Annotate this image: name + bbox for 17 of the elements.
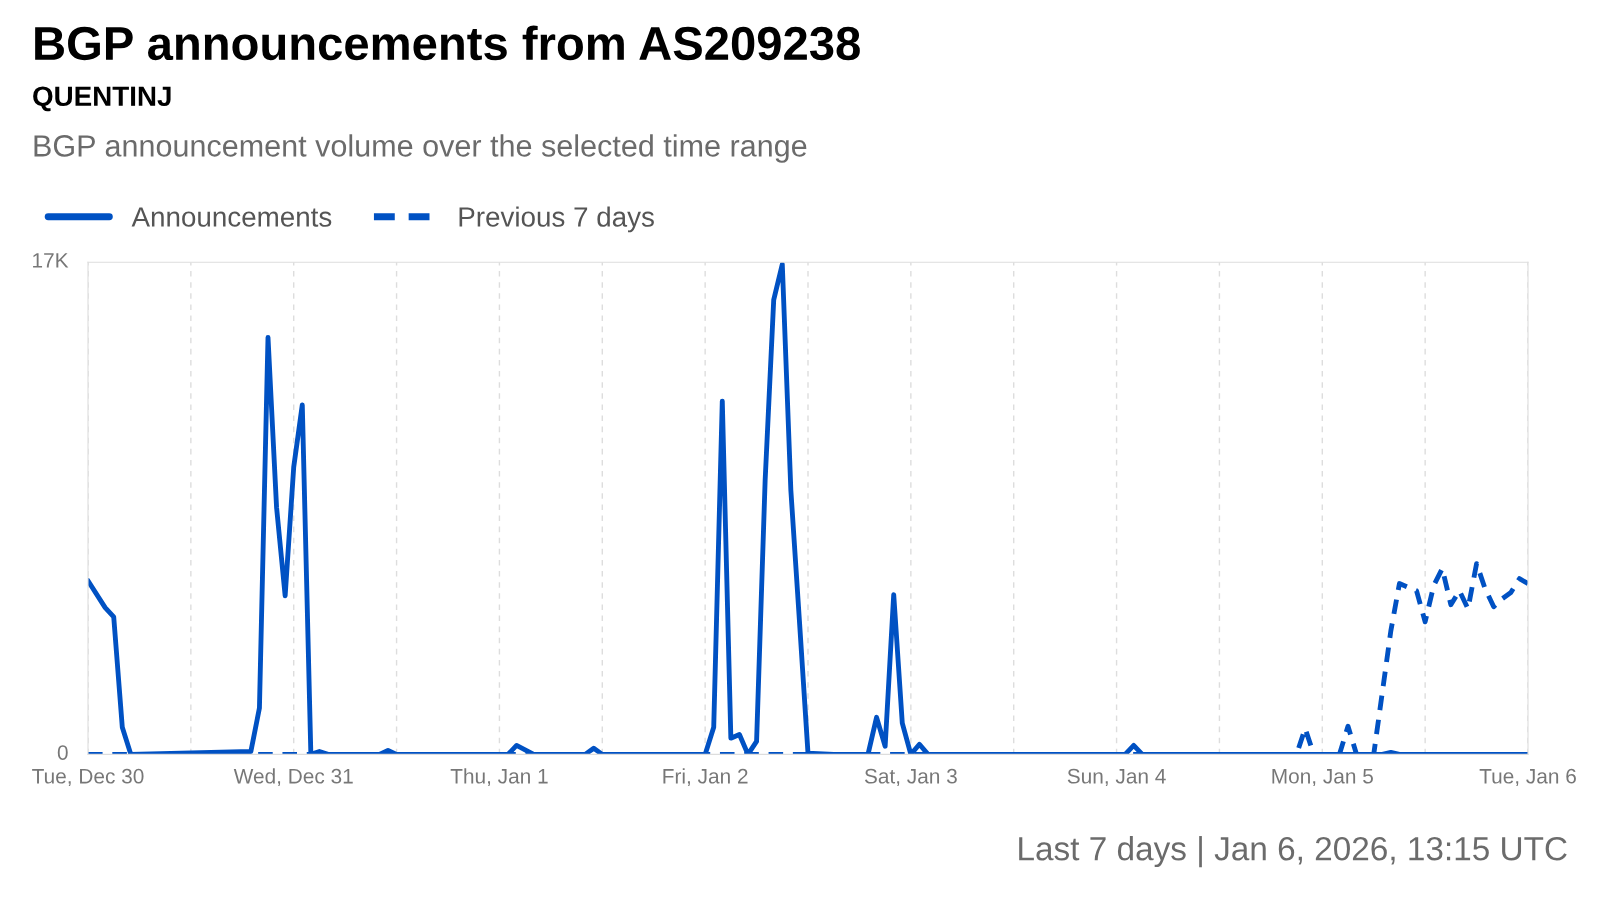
y-tick-label: 17K <box>33 253 69 268</box>
chart-title: BGP announcements from AS209238 <box>35 25 860 61</box>
line-series <box>88 262 1528 755</box>
x-tick-label: Fri, Jan 2 <box>663 768 748 787</box>
x-tick-label: Tue, Jan 6 <box>1479 768 1576 787</box>
text: BGP announcement volume over the selected time range <box>34 134 807 163</box>
x-tick-label: Wed, Dec 31 <box>233 768 353 787</box>
x-tick-label: Mon, Jan 5 <box>1272 769 1373 787</box>
x-tick-label: Thu, Jan 1 <box>450 768 548 787</box>
y-tick-label: 0 <box>57 745 68 760</box>
legend-label: Previous 7 days <box>459 206 654 233</box>
x-tick-label: Tue, Dec 30 <box>32 768 144 787</box>
text: Last 7 days | Jan 6, 2026, 13:15 UTC <box>1019 836 1567 868</box>
x-tick-label: Sun, Jan 4 <box>1067 768 1166 787</box>
legend-label: Announcements <box>131 207 332 227</box>
chart-subtitle: QUENTINJ <box>33 86 171 112</box>
x-tick-label: Sat, Jan 3 <box>864 768 957 787</box>
